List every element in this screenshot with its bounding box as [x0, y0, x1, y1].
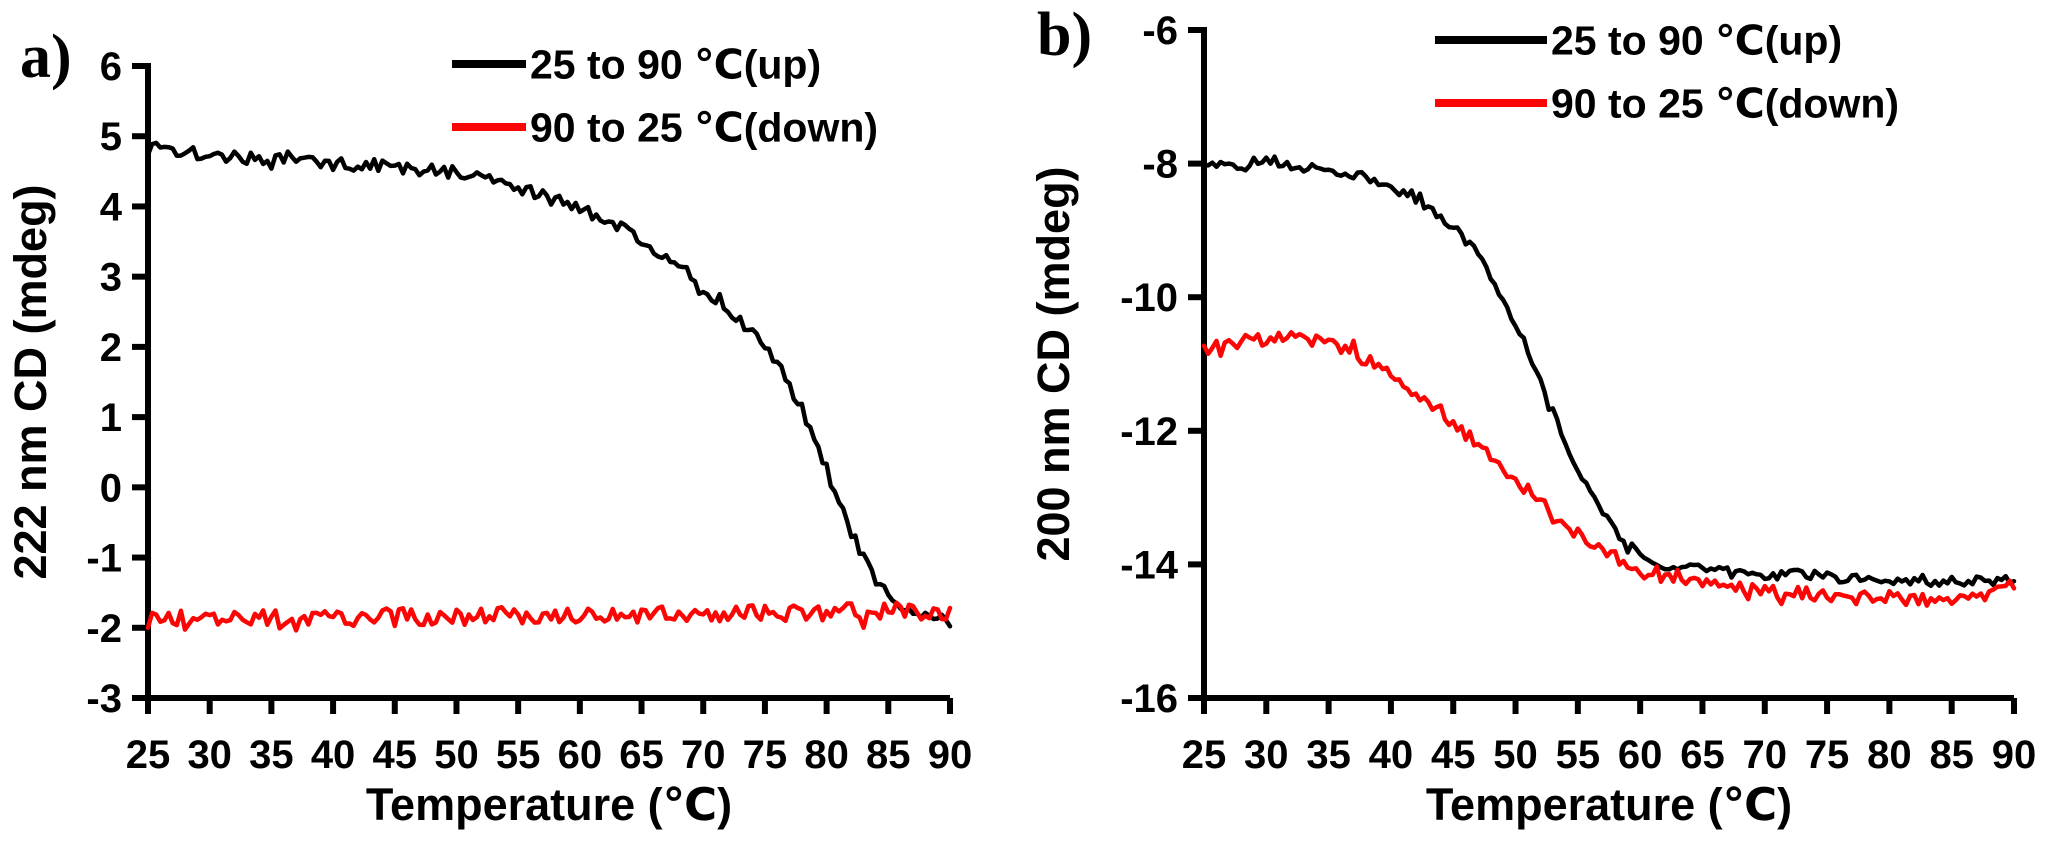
y-tick-label: -6 [1142, 9, 1178, 53]
x-tick-label: 60 [558, 733, 603, 777]
series-line-0 [145, 140, 953, 629]
y-tick-label: 5 [100, 115, 122, 159]
x-axis-title: Temperature (℃) [1426, 779, 1792, 830]
x-tick-label: 45 [373, 733, 418, 777]
y-tick-label: 3 [100, 256, 122, 300]
x-tick-label: 75 [1805, 733, 1850, 777]
x-tick-label: 55 [1556, 733, 1601, 777]
x-tick-label: 25 [1182, 733, 1227, 777]
x-tick-label: 60 [1618, 733, 1663, 777]
x-tick-label: 30 [187, 733, 232, 777]
x-tick-label: 45 [1431, 733, 1476, 777]
series-line-1 [145, 600, 953, 633]
y-tick-label: 4 [100, 185, 123, 229]
panel-b: b) -6 -8 -10 -12 -14 -16 25 30 35 40 45 50 55 60 65 70 7… [1023, 0, 2046, 843]
x-tick-label: 50 [1493, 733, 1538, 777]
series-line-0 [1201, 154, 2017, 589]
y-tick-label: 1 [100, 396, 122, 440]
x-tick-label: 75 [743, 733, 788, 777]
y-tick-label: -1 [86, 537, 122, 581]
axes [145, 63, 950, 701]
panel-b-label: b) [1037, 1, 1093, 69]
x-tick-label: 85 [1929, 733, 1974, 777]
legend-label: 25 to 90 ℃(up) [530, 41, 821, 87]
legend-label: 90 to 25 ℃(down) [1551, 80, 1899, 126]
x-tick-label: 70 [1743, 733, 1788, 777]
x-tick-label: 65 [619, 733, 664, 777]
y-tick-label: 2 [100, 326, 122, 370]
series-line-1 [1201, 330, 2017, 608]
legend-label: 25 to 90 ℃(up) [1551, 17, 1842, 63]
panel-a-label: a) [20, 23, 72, 91]
x-tick-label: 90 [1992, 733, 2037, 777]
y-tick-label: -8 [1142, 143, 1178, 187]
x-tick-label: 65 [1680, 733, 1725, 777]
x-tick-label: 40 [311, 733, 356, 777]
y-tick-label: -14 [1120, 543, 1179, 587]
x-tick-label: 35 [1306, 733, 1351, 777]
y-tick-label: -10 [1120, 276, 1178, 320]
x-tick-label: 80 [804, 733, 849, 777]
x-tick-label: 80 [1867, 733, 1912, 777]
y-tick-label: -16 [1120, 677, 1178, 721]
legend-label: 90 to 25 ℃(down) [530, 104, 878, 150]
y-tick-label: 6 [100, 45, 122, 89]
x-tick-label: 50 [434, 733, 479, 777]
y-axis-title: 222 nm CD (mdeg) [5, 184, 56, 579]
x-tick-label: 55 [496, 733, 541, 777]
x-tick-label: 25 [126, 733, 171, 777]
x-tick-label: 90 [928, 733, 973, 777]
y-tick-label: -3 [86, 677, 122, 721]
x-tick-label: 40 [1369, 733, 1414, 777]
x-tick-label: 35 [249, 733, 294, 777]
y-axis-title: 200 nm CD (mdeg) [1028, 166, 1079, 561]
y-tick-label: 0 [100, 466, 122, 510]
y-tick-label: -2 [86, 607, 122, 651]
y-tick-label: -12 [1120, 410, 1178, 454]
panel-a: a) 6 5 4 3 2 1 0 -1 -2 -3 25 30 35 40 45 50 55 60 65 70 75 80… [0, 0, 1023, 843]
x-tick-label: 70 [681, 733, 726, 777]
x-tick-label: 85 [866, 733, 911, 777]
x-tick-label: 30 [1244, 733, 1289, 777]
x-axis-title: Temperature (℃) [366, 779, 732, 830]
